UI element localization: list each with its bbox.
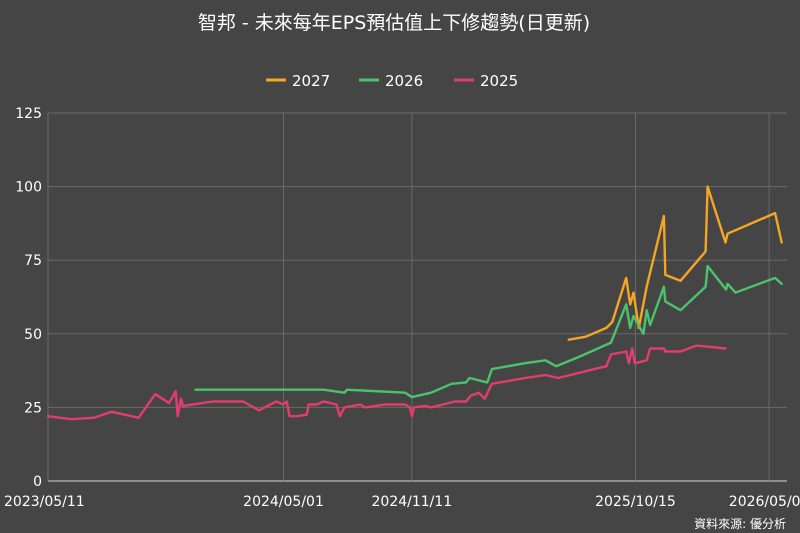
y-tick-label: 0: [33, 474, 42, 490]
y-axis-ticks: 0 25 50 75 100 125: [15, 106, 42, 490]
legend-label-2025: 2025: [480, 72, 518, 90]
x-tick-label: 2024/05/01: [243, 494, 324, 510]
y-tick-label: 25: [24, 400, 42, 416]
x-tick-label: 2025/10/15: [595, 494, 676, 510]
series-line-2026: [194, 264, 783, 399]
chart-series: [46, 185, 783, 421]
series-line-2025: [46, 344, 727, 421]
source-note: 資料來源: 優分析: [694, 517, 786, 531]
y-tick-label: 125: [15, 106, 42, 122]
x-tick-label: 2023/05/11: [4, 494, 85, 510]
series-line-2027: [567, 185, 783, 341]
legend-label-2026: 2026: [385, 72, 423, 90]
legend-label-2027: 2027: [292, 72, 330, 90]
y-tick-label: 75: [24, 253, 42, 269]
x-tick-label: 2026/05/05: [729, 494, 800, 510]
x-tick-label: 2024/11/11: [372, 494, 453, 510]
chart-legend: 2027 2026 2025: [266, 72, 518, 90]
chart-title: 智邦 - 未來每年EPS預估值上下修趨勢(日更新): [198, 12, 590, 34]
y-tick-label: 100: [15, 180, 42, 196]
y-tick-label: 50: [24, 327, 42, 343]
chart-grid: [47, 112, 787, 482]
x-axis-ticks: 2023/05/11 2024/05/01 2024/11/11 2025/10/15…: [4, 494, 800, 510]
